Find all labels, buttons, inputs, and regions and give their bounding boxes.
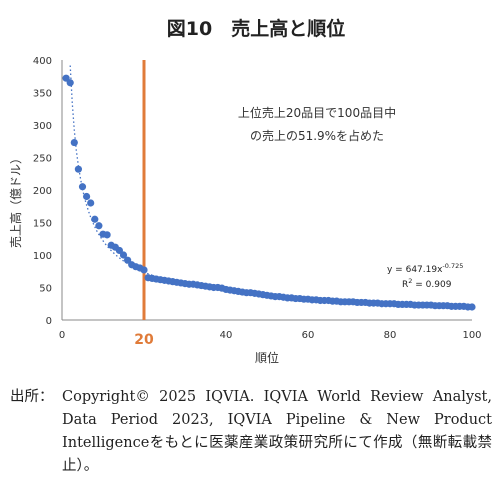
x-tick-label: 60 [302, 330, 315, 341]
svg-text:y = 647.19x-0.725: y = 647.19x-0.725 [387, 262, 463, 275]
x-tick-label: 40 [220, 330, 233, 341]
rank-20-label: 20 [134, 332, 154, 348]
rank-20-marker: 20 [134, 60, 154, 348]
r2-label: R [402, 280, 408, 290]
chart: 図10 売上高と順位 0 50 100 150 200 250 300 350 400 0 40 6… [8, 17, 482, 365]
r2-superscript: 2 [408, 277, 412, 285]
y-tick-label: 150 [33, 219, 52, 230]
y-tick-label: 100 [33, 251, 52, 262]
svg-text:R2 = 0.909: R2 = 0.909 [402, 277, 452, 290]
data-point [140, 266, 148, 274]
data-points [62, 74, 476, 311]
y-tick-label: 200 [33, 186, 52, 197]
y-tick-label: 250 [33, 154, 52, 165]
data-point [83, 192, 91, 201]
data-point [74, 165, 82, 173]
r2-value: = 0.909 [412, 280, 451, 290]
x-tick-label: 100 [462, 330, 481, 341]
source-caption: 出所： Copyright© 2025 IQVIA. IQVIA World R… [10, 386, 492, 478]
data-point [103, 231, 111, 239]
trendline-equation: y = 647.19x-0.725 R2 = 0.909 [387, 262, 463, 290]
data-point [66, 79, 74, 87]
chart-title: 図10 売上高と順位 [167, 17, 345, 40]
data-point [91, 215, 99, 223]
x-axis-label: 順位 [255, 350, 279, 365]
y-tick-label: 400 [33, 56, 52, 67]
y-tick-labels: 0 50 100 150 200 250 300 350 400 [33, 56, 52, 327]
data-point [87, 199, 95, 207]
equation-exponent: -0.725 [442, 262, 463, 270]
data-point [119, 251, 128, 259]
x-tick-label: 0 [59, 330, 65, 341]
data-point [468, 303, 476, 311]
y-axis-label: 売上高（億ドル） [8, 152, 23, 248]
caption-text: Copyright© 2025 IQVIA. IQVIA World Revie… [62, 389, 492, 474]
y-tick-label: 50 [39, 284, 52, 295]
annotation-line-2: の売上の51.9%を占めた [250, 128, 384, 143]
caption-label: 出所： [10, 389, 54, 405]
data-point [78, 183, 87, 191]
data-point [70, 138, 78, 147]
data-point [95, 222, 103, 230]
y-tick-label: 300 [33, 121, 52, 132]
annotation-box: 上位売上20品目で100品目中 の売上の51.9%を占めた [238, 105, 396, 143]
y-tick-label: 350 [33, 89, 52, 100]
annotation-line-1: 上位売上20品目で100品目中 [238, 105, 396, 120]
axes [61, 60, 472, 321]
y-tick-label: 0 [46, 316, 52, 327]
equation-text: y = 647.19x [387, 265, 443, 275]
x-tick-labels: 0 40 60 80 100 [59, 330, 482, 341]
x-tick-label: 80 [384, 330, 397, 341]
